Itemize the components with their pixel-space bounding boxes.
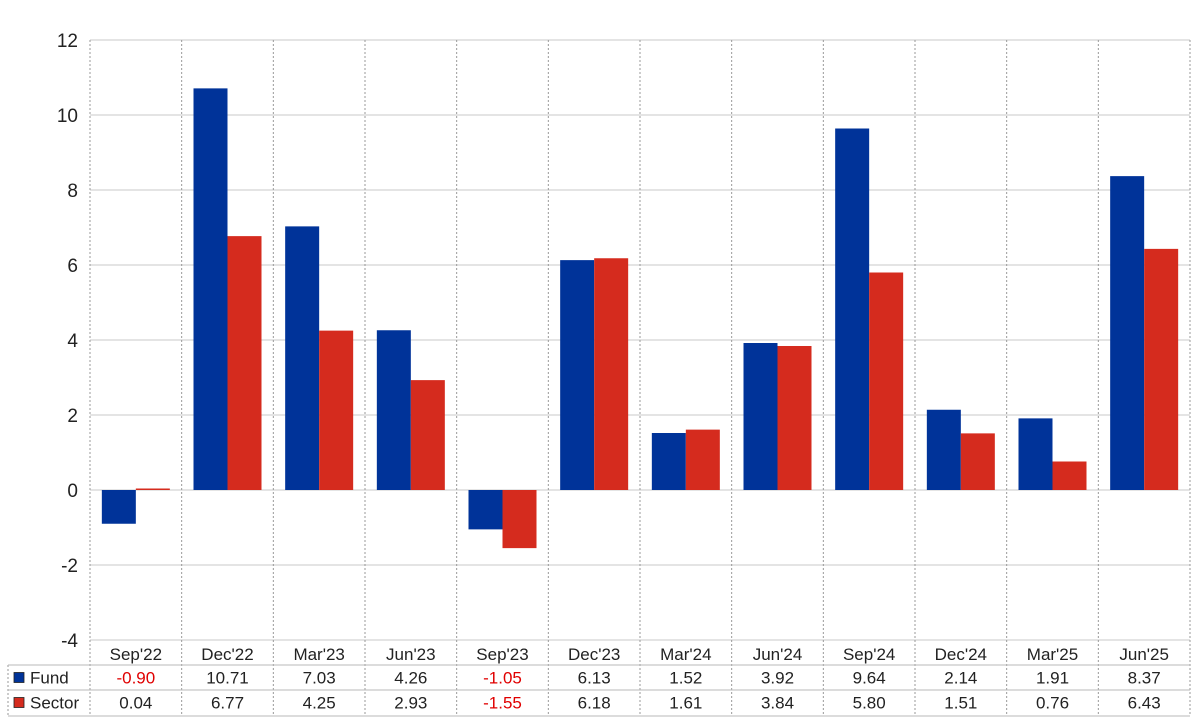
bar-fund bbox=[468, 490, 503, 530]
legend-label-fund: Fund bbox=[30, 669, 69, 688]
bar-fund bbox=[926, 409, 961, 490]
legend-label-sector: Sector bbox=[30, 694, 79, 713]
bar-fund bbox=[743, 343, 778, 490]
bar-sector bbox=[410, 380, 445, 490]
bar-fund bbox=[101, 490, 136, 524]
table-cell: 6.13 bbox=[578, 669, 611, 688]
table-cell: 2.14 bbox=[944, 669, 977, 688]
y-tick-label: -4 bbox=[61, 631, 78, 652]
y-tick-label: 10 bbox=[57, 106, 78, 127]
table-cell: 8.37 bbox=[1128, 669, 1161, 688]
bar-sector bbox=[135, 488, 170, 490]
table-cell: 3.92 bbox=[761, 669, 794, 688]
table-cell: -0.90 bbox=[116, 669, 155, 688]
bar-sector bbox=[502, 490, 537, 549]
bar-sector bbox=[960, 433, 995, 490]
table-cell: 1.91 bbox=[1036, 669, 1069, 688]
bar-fund bbox=[835, 128, 870, 490]
y-tick-label: 12 bbox=[57, 31, 78, 52]
bar-sector bbox=[594, 258, 629, 490]
bar-fund bbox=[285, 226, 320, 490]
y-tick-label: 6 bbox=[67, 256, 78, 277]
table-cell: 1.52 bbox=[669, 669, 702, 688]
table-cell: 1.51 bbox=[944, 694, 977, 713]
bar-sector bbox=[685, 429, 720, 490]
bar-sector bbox=[319, 330, 354, 490]
category-label: Sep'24 bbox=[843, 645, 895, 664]
category-label: Jun'25 bbox=[1119, 645, 1169, 664]
y-tick-label: 4 bbox=[67, 331, 78, 352]
table-cell: 9.64 bbox=[853, 669, 886, 688]
table-cell: 0.04 bbox=[119, 694, 152, 713]
table-cell: 1.61 bbox=[669, 694, 702, 713]
bar-fund bbox=[193, 88, 228, 490]
category-label: Mar'23 bbox=[293, 645, 344, 664]
table-cell: 2.93 bbox=[394, 694, 427, 713]
table-cell: 5.80 bbox=[853, 694, 886, 713]
bar-sector bbox=[1052, 461, 1087, 490]
table-cell: 6.43 bbox=[1128, 694, 1161, 713]
bar-fund bbox=[1018, 418, 1053, 490]
category-label: Dec'22 bbox=[201, 645, 253, 664]
y-tick-label: 8 bbox=[67, 181, 78, 202]
bar-sector bbox=[777, 346, 812, 490]
category-label: Jun'23 bbox=[386, 645, 436, 664]
bar-sector bbox=[869, 272, 904, 490]
table-cell: 7.03 bbox=[303, 669, 336, 688]
category-label: Jun'24 bbox=[753, 645, 803, 664]
category-label: Sep'23 bbox=[476, 645, 528, 664]
bar-fund bbox=[560, 260, 595, 490]
bar-fund bbox=[376, 330, 411, 490]
category-label: Mar'25 bbox=[1027, 645, 1078, 664]
bar-sector bbox=[1144, 248, 1179, 490]
table-cell: 6.77 bbox=[211, 694, 244, 713]
bar-fund bbox=[651, 433, 686, 490]
bar-fund bbox=[1110, 176, 1145, 490]
category-label: Sep'22 bbox=[110, 645, 162, 664]
legend-swatch-fund bbox=[13, 672, 25, 683]
table-cell: -1.05 bbox=[483, 669, 522, 688]
table-cell: -1.55 bbox=[483, 694, 522, 713]
table-cell: 4.26 bbox=[394, 669, 427, 688]
y-tick-label: 2 bbox=[67, 406, 78, 427]
y-tick-label: -2 bbox=[61, 556, 78, 577]
category-label: Mar'24 bbox=[660, 645, 711, 664]
table-cell: 0.76 bbox=[1036, 694, 1069, 713]
y-tick-label: 0 bbox=[67, 481, 78, 502]
table-cell: 6.18 bbox=[578, 694, 611, 713]
table-cell: 3.84 bbox=[761, 694, 794, 713]
table-cell: 10.71 bbox=[206, 669, 249, 688]
category-label: Dec'24 bbox=[935, 645, 987, 664]
legend-swatch-sector bbox=[13, 697, 25, 708]
table-cell: 4.25 bbox=[303, 694, 336, 713]
bar-sector bbox=[227, 236, 262, 490]
category-label: Dec'23 bbox=[568, 645, 620, 664]
